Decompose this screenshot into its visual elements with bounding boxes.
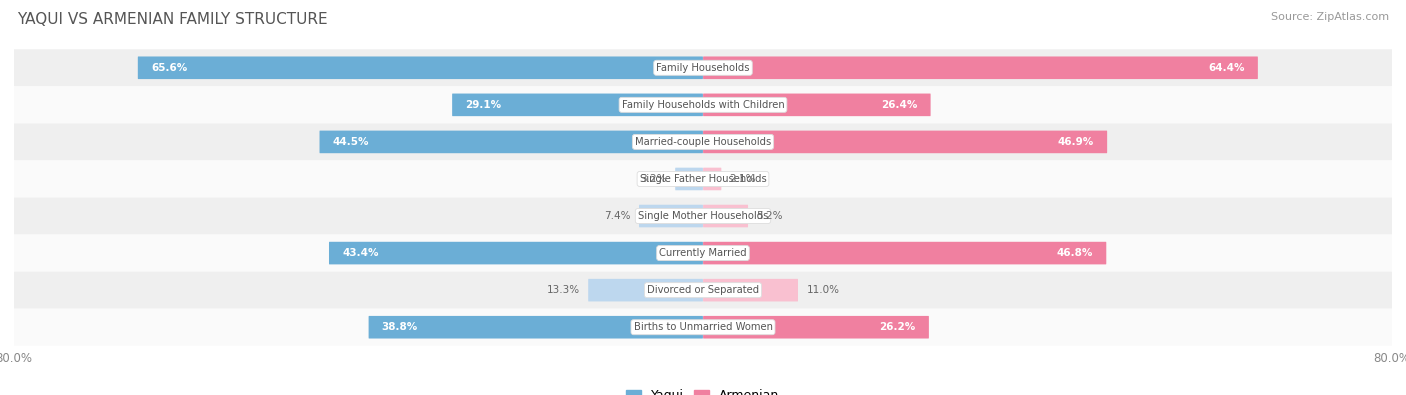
FancyBboxPatch shape xyxy=(14,198,1392,235)
FancyBboxPatch shape xyxy=(14,272,1392,308)
Text: 2.1%: 2.1% xyxy=(730,174,756,184)
FancyBboxPatch shape xyxy=(14,308,1392,346)
FancyBboxPatch shape xyxy=(675,167,703,190)
FancyBboxPatch shape xyxy=(703,316,929,339)
FancyBboxPatch shape xyxy=(703,205,748,228)
FancyBboxPatch shape xyxy=(703,131,1107,153)
FancyBboxPatch shape xyxy=(329,242,703,264)
Text: Currently Married: Currently Married xyxy=(659,248,747,258)
Text: Single Father Households: Single Father Households xyxy=(640,174,766,184)
Text: 3.2%: 3.2% xyxy=(640,174,666,184)
FancyBboxPatch shape xyxy=(453,94,703,116)
Text: 64.4%: 64.4% xyxy=(1208,63,1244,73)
Text: 29.1%: 29.1% xyxy=(465,100,502,110)
Text: 38.8%: 38.8% xyxy=(382,322,418,332)
FancyBboxPatch shape xyxy=(703,167,721,190)
Text: 46.9%: 46.9% xyxy=(1057,137,1094,147)
Text: Family Households with Children: Family Households with Children xyxy=(621,100,785,110)
Text: 7.4%: 7.4% xyxy=(605,211,631,221)
Text: 11.0%: 11.0% xyxy=(807,285,839,295)
FancyBboxPatch shape xyxy=(14,160,1392,198)
Text: 26.4%: 26.4% xyxy=(882,100,918,110)
FancyBboxPatch shape xyxy=(14,87,1392,123)
Text: 13.3%: 13.3% xyxy=(547,285,579,295)
Text: Source: ZipAtlas.com: Source: ZipAtlas.com xyxy=(1271,12,1389,22)
Text: YAQUI VS ARMENIAN FAMILY STRUCTURE: YAQUI VS ARMENIAN FAMILY STRUCTURE xyxy=(17,12,328,27)
FancyBboxPatch shape xyxy=(14,123,1392,160)
Legend: Yaqui, Armenian: Yaqui, Armenian xyxy=(621,384,785,395)
Text: Family Households: Family Households xyxy=(657,63,749,73)
Text: 65.6%: 65.6% xyxy=(150,63,187,73)
FancyBboxPatch shape xyxy=(368,316,703,339)
Text: 5.2%: 5.2% xyxy=(756,211,783,221)
FancyBboxPatch shape xyxy=(638,205,703,228)
FancyBboxPatch shape xyxy=(588,279,703,301)
FancyBboxPatch shape xyxy=(703,279,799,301)
Text: 46.8%: 46.8% xyxy=(1057,248,1092,258)
FancyBboxPatch shape xyxy=(138,56,703,79)
Text: Births to Unmarried Women: Births to Unmarried Women xyxy=(634,322,772,332)
Text: Single Mother Households: Single Mother Households xyxy=(638,211,768,221)
FancyBboxPatch shape xyxy=(703,56,1258,79)
Text: Married-couple Households: Married-couple Households xyxy=(636,137,770,147)
Text: 26.2%: 26.2% xyxy=(880,322,915,332)
FancyBboxPatch shape xyxy=(703,94,931,116)
Text: Divorced or Separated: Divorced or Separated xyxy=(647,285,759,295)
Text: 43.4%: 43.4% xyxy=(342,248,378,258)
FancyBboxPatch shape xyxy=(14,235,1392,272)
FancyBboxPatch shape xyxy=(319,131,703,153)
FancyBboxPatch shape xyxy=(703,242,1107,264)
Text: 44.5%: 44.5% xyxy=(333,137,370,147)
FancyBboxPatch shape xyxy=(14,49,1392,87)
